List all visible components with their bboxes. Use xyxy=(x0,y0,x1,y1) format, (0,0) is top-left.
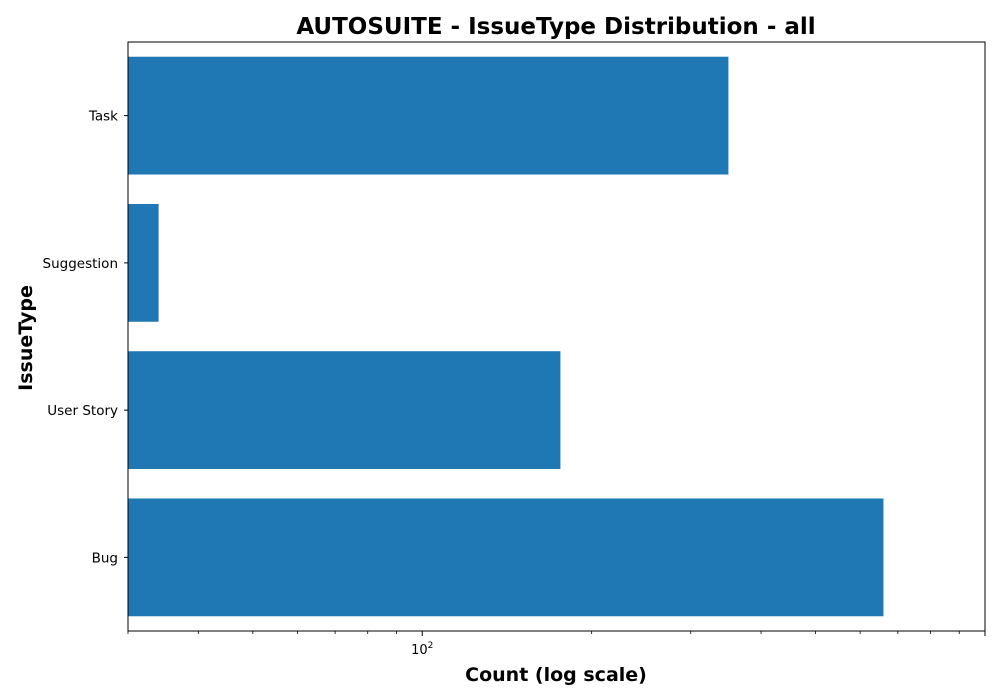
bar-bug xyxy=(128,498,884,617)
y-tick-label-user-story: User Story xyxy=(47,403,118,419)
x-axis-label: Count (log scale) xyxy=(465,664,647,686)
y-ticks-group: Bug User Story Suggestion Task xyxy=(43,109,128,566)
bar-user-story xyxy=(128,351,561,470)
y-tick-label-bug: Bug xyxy=(92,550,118,566)
y-axis-label: IssueType xyxy=(15,285,37,391)
x-tick-label: 102 xyxy=(411,641,433,658)
x-ticks-group: 102 xyxy=(127,631,986,658)
bars-group xyxy=(128,56,884,617)
bar-suggestion xyxy=(128,203,159,322)
bar-task xyxy=(128,56,729,175)
plot-frame xyxy=(127,41,986,632)
chart-title: AUTOSUITE - IssueType Distribution - all xyxy=(296,14,815,40)
y-tick-label-task: Task xyxy=(88,109,118,125)
y-tick-label-suggestion: Suggestion xyxy=(43,256,118,272)
